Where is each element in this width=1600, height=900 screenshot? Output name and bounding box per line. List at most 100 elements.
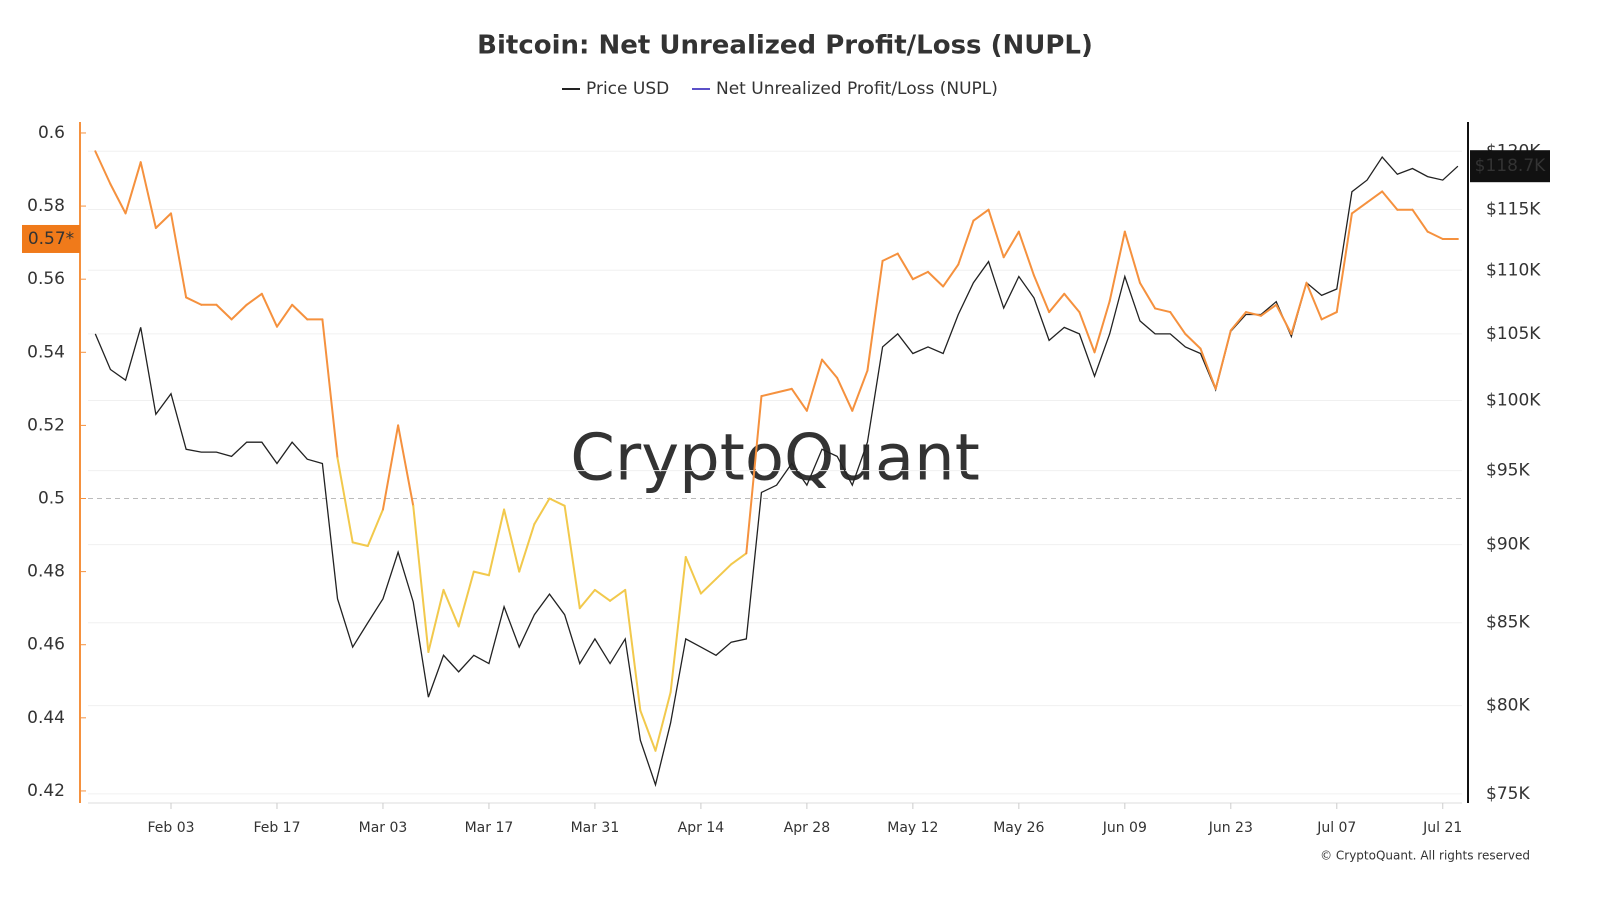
nupl-segment <box>533 497 551 526</box>
nupl-segment <box>1381 190 1399 211</box>
last-price-label: $118.7K <box>1475 156 1546 176</box>
nupl-segment <box>1123 230 1141 284</box>
nupl-segment <box>245 292 263 306</box>
nupl-segment <box>412 504 430 654</box>
nupl-segment <box>578 588 596 610</box>
nupl-segment <box>821 358 839 379</box>
nupl-segment <box>881 252 899 262</box>
nupl-segment <box>836 376 854 412</box>
nupl-segment <box>866 259 884 372</box>
y2-tick-label: $75K <box>1486 784 1530 804</box>
x-tick-label: Mar 17 <box>465 820 514 836</box>
x-tick-label: Apr 14 <box>678 820 725 836</box>
nupl-segment <box>1305 281 1323 321</box>
x-tick-label: Mar 31 <box>571 820 620 836</box>
nupl-segment <box>1078 311 1096 354</box>
nupl-segment <box>972 208 990 222</box>
nupl-segment <box>1138 281 1157 310</box>
nupl-segment <box>1335 212 1353 314</box>
nupl-segment <box>1199 347 1217 390</box>
nupl-segment <box>715 563 733 580</box>
nupl-segment <box>1093 300 1111 354</box>
nupl-segment <box>336 457 354 544</box>
y-tick-label: 0.52 <box>27 415 65 435</box>
nupl-segment <box>760 391 778 398</box>
nupl-segment <box>442 588 460 628</box>
nupl-segment <box>1290 281 1308 336</box>
x-tick-label: Apr 28 <box>784 820 830 836</box>
nupl-segment <box>366 508 384 548</box>
nupl-segment <box>1214 329 1232 390</box>
nupl-segment <box>1169 311 1187 336</box>
nupl-segment <box>275 303 294 328</box>
nupl-segment <box>260 292 278 328</box>
y2-tick-label: $85K <box>1486 613 1530 633</box>
nupl-segment <box>397 424 415 507</box>
nupl-segment <box>563 504 581 610</box>
y2-tick-label: $115K <box>1486 199 1541 219</box>
nupl-segment <box>548 497 566 507</box>
nupl-segment <box>1002 230 1020 259</box>
nupl-segment <box>1063 292 1081 314</box>
nupl-segment <box>487 508 506 577</box>
copyright: © CryptoQuant. All rights reserved <box>1320 849 1530 863</box>
y-tick-label: 0.46 <box>27 635 65 655</box>
nupl-segment <box>730 552 748 566</box>
nupl-segment <box>291 303 309 321</box>
nupl-segment <box>472 570 490 577</box>
nupl-segment <box>1366 190 1384 204</box>
nupl-segment <box>1320 311 1338 321</box>
nupl-segment <box>609 588 627 602</box>
y2-tick-label: $80K <box>1486 696 1530 716</box>
nupl-segment <box>1411 208 1429 233</box>
chart-title: Bitcoin: Net Unrealized Profit/Loss (NUP… <box>477 31 1093 61</box>
nupl-segment <box>94 150 112 186</box>
nupl-segment <box>321 318 339 460</box>
x-tick-label: Feb 17 <box>253 820 300 836</box>
nupl-segment <box>351 541 369 548</box>
x-tick-label: May 26 <box>993 820 1044 836</box>
x-tick-label: Jun 23 <box>1208 820 1253 836</box>
nupl-segment <box>1350 201 1369 215</box>
nupl-segment <box>1048 292 1066 314</box>
nupl-segment <box>381 424 400 511</box>
nupl-segment <box>170 212 188 299</box>
nupl-segment <box>684 555 702 595</box>
nupl-segment <box>987 208 1005 259</box>
nupl-segment <box>518 523 536 573</box>
y2-tick-label: $110K <box>1486 260 1541 280</box>
nupl-segment <box>669 555 687 694</box>
y-tick-label: 0.48 <box>27 562 65 582</box>
nupl-segment <box>1244 311 1263 317</box>
nupl-segment <box>639 709 657 752</box>
x-tick-label: Mar 03 <box>359 820 408 836</box>
nupl-segment <box>139 161 157 230</box>
nupl-segment <box>124 161 142 215</box>
nupl-segment <box>457 570 475 628</box>
nupl-segment <box>1184 333 1202 350</box>
last-price-badge <box>1470 150 1550 183</box>
y2-tick-label: $105K <box>1486 324 1541 344</box>
y2-tick-label: $100K <box>1486 391 1541 411</box>
nupl-segment <box>503 508 521 573</box>
nupl-segment <box>1017 230 1035 277</box>
nupl-segment <box>790 387 808 412</box>
y-tick-label: 0.5 <box>38 489 65 509</box>
y-tick-label: 0.42 <box>27 781 65 801</box>
y-tick-label: 0.56 <box>27 269 65 289</box>
nupl-segment <box>230 303 248 321</box>
nupl-segment <box>593 588 612 602</box>
nupl-segment <box>896 252 914 281</box>
x-tick-label: May 12 <box>887 820 938 836</box>
nupl-segment <box>851 369 869 412</box>
y-tick-label: 0.6 <box>38 123 65 143</box>
nupl-segment <box>109 183 127 215</box>
nupl-segment <box>942 263 960 288</box>
nupl-segment <box>154 212 172 230</box>
nupl-segment <box>957 219 975 266</box>
nupl-segment <box>427 588 445 654</box>
nupl-segment <box>654 691 672 752</box>
x-tick-label: Jun 09 <box>1102 820 1147 836</box>
nupl-segment <box>927 270 945 288</box>
